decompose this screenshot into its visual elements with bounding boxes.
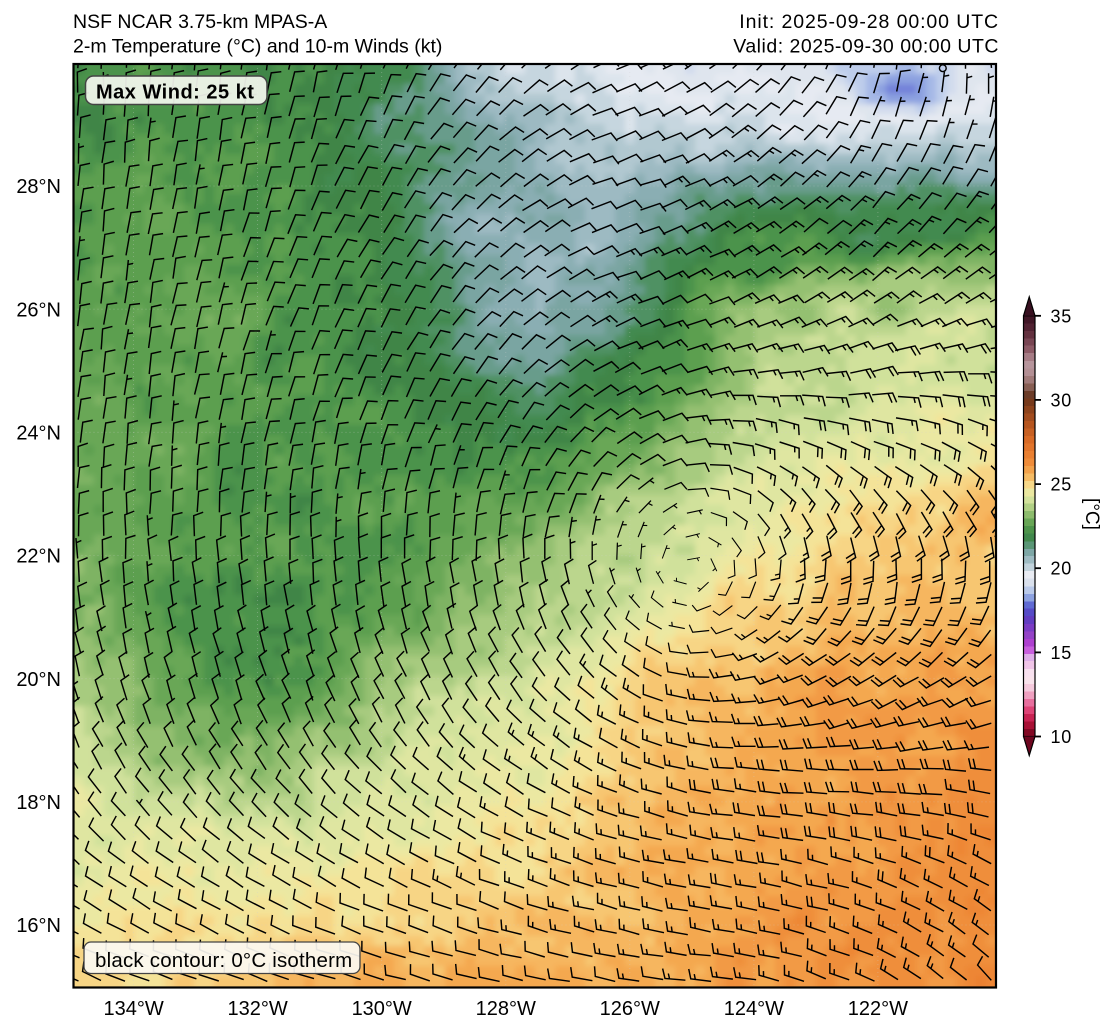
svg-text:Valid: 2025-09-30 00:00 UTC: Valid: 2025-09-30 00:00 UTC <box>733 36 999 58</box>
svg-text:25: 25 <box>1051 475 1073 495</box>
svg-text:20°N: 20°N <box>16 669 61 691</box>
svg-text:Max Wind: 25 kt: Max Wind: 25 kt <box>96 82 254 104</box>
svg-text:15: 15 <box>1051 643 1073 663</box>
svg-text:128°W: 128°W <box>476 998 536 1020</box>
svg-text:130°W: 130°W <box>352 998 412 1020</box>
svg-text:16°N: 16°N <box>16 915 61 937</box>
svg-text:28°N: 28°N <box>16 176 61 198</box>
svg-text:22°N: 22°N <box>16 546 61 568</box>
svg-text:30: 30 <box>1051 390 1073 410</box>
svg-text:20: 20 <box>1051 559 1073 579</box>
svg-text:26°N: 26°N <box>16 299 61 321</box>
svg-text:132°W: 132°W <box>227 998 287 1020</box>
svg-text:[°C]: [°C] <box>1081 498 1102 530</box>
svg-text:35: 35 <box>1051 306 1073 326</box>
svg-text:2-m Temperature (°C) and 10-m: 2-m Temperature (°C) and 10-m Winds (kt) <box>73 36 442 58</box>
svg-text:Init: 2025-09-28 00:00 UTC: Init: 2025-09-28 00:00 UTC <box>739 11 999 33</box>
svg-text:126°W: 126°W <box>600 998 660 1020</box>
svg-text:18°N: 18°N <box>16 792 61 814</box>
svg-text:NSF NCAR 3.75-km MPAS-A: NSF NCAR 3.75-km MPAS-A <box>73 11 327 33</box>
svg-text:10: 10 <box>1051 727 1073 747</box>
svg-text:black contour: 0°C isotherm: black contour: 0°C isotherm <box>95 949 352 972</box>
svg-text:24°N: 24°N <box>16 423 61 445</box>
svg-text:124°W: 124°W <box>724 998 784 1020</box>
svg-text:122°W: 122°W <box>848 998 908 1020</box>
svg-text:134°W: 134°W <box>103 998 163 1020</box>
